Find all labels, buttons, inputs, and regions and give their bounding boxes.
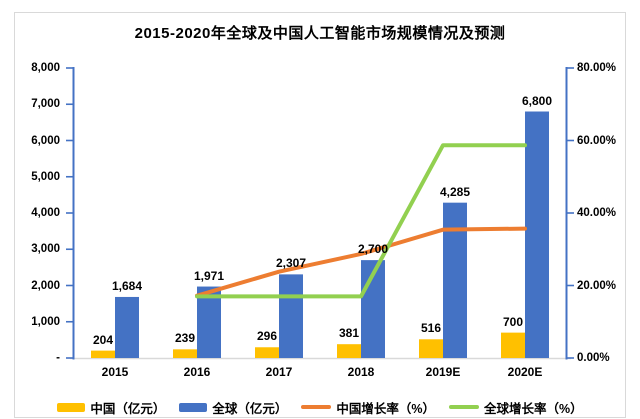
- legend-label-2: 中国增长率（%）: [336, 401, 436, 416]
- legend-line-swatch-2: [301, 405, 332, 409]
- legend-item-3: 全球增长率（%）: [449, 398, 583, 417]
- legend-bar-swatch-0: [57, 402, 86, 412]
- bar-china-2019E: [419, 339, 443, 358]
- bar-global-2020E: [525, 111, 549, 358]
- legend-bar-swatch-1: [179, 402, 208, 412]
- bar-global-2017: [279, 274, 303, 358]
- legend-label-3: 全球增长率（%）: [484, 401, 583, 416]
- legend-line-swatch-3: [449, 405, 480, 409]
- bar-china-2018: [337, 344, 361, 358]
- chart-title: 2015-2020年全球及中国人工智能市场规模情况及预测: [134, 25, 506, 42]
- bar-global-2019E: [443, 202, 467, 358]
- legend: 中国（亿元） 全球（亿元） 中国增长率（%） 全球增长率（%）: [16, 396, 624, 418]
- legend-label-1: 全球（亿元）: [212, 401, 288, 416]
- bar-china-2020E: [501, 332, 525, 358]
- bar-global-2016: [197, 286, 221, 358]
- legend-label-0: 中国（亿元）: [90, 401, 166, 416]
- legend-item-1: 全球（亿元）: [179, 398, 287, 417]
- bar-global-2015: [115, 296, 139, 358]
- bar-china-2015: [91, 350, 115, 358]
- line-global-growth: [195, 143, 527, 299]
- line-china-growth: [195, 226, 527, 298]
- bar-china-2016: [173, 349, 197, 358]
- bar-china-2017: [255, 347, 279, 358]
- legend-item-2: 中国增长率（%）: [301, 398, 435, 417]
- legend-item-0: 中国（亿元）: [57, 398, 165, 417]
